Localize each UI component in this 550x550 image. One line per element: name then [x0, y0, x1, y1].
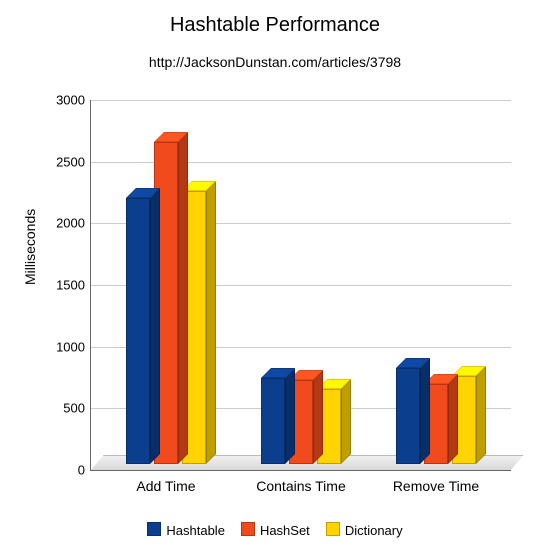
legend-item: Dictionary: [326, 522, 403, 538]
legend-label: HashSet: [260, 523, 310, 538]
legend-label: Dictionary: [345, 523, 403, 538]
chart: Hashtable Performance http://JacksonDuns…: [0, 0, 550, 550]
y-tick-label: 2500: [56, 154, 85, 169]
y-tick-label: 1000: [56, 339, 85, 354]
plot-area: 050010001500200025003000Add TimeContains…: [90, 100, 511, 471]
chart-title: Hashtable Performance: [0, 14, 550, 37]
category-label: Remove Time: [376, 478, 496, 494]
legend: Hashtable HashSet Dictionary: [0, 522, 550, 538]
bar: [396, 368, 420, 464]
y-tick-label: 2000: [56, 216, 85, 231]
chart-subtitle: http://JacksonDunstan.com/articles/3798: [0, 54, 550, 70]
y-tick-label: 3000: [56, 93, 85, 108]
legend-swatch: [326, 522, 340, 536]
y-tick-label: 1500: [56, 278, 85, 293]
y-tick-label: 0: [78, 463, 85, 478]
legend-swatch: [147, 522, 161, 536]
legend-swatch: [241, 522, 255, 536]
grid-line: [91, 100, 511, 101]
category-label: Add Time: [106, 478, 226, 494]
category-label: Contains Time: [241, 478, 361, 494]
y-axis-label: Milliseconds: [22, 209, 38, 285]
legend-item: Hashtable: [147, 522, 225, 538]
bar: [261, 378, 285, 464]
legend-label: Hashtable: [166, 523, 225, 538]
bar: [126, 198, 150, 464]
legend-item: HashSet: [241, 522, 310, 538]
y-tick-label: 500: [63, 401, 85, 416]
